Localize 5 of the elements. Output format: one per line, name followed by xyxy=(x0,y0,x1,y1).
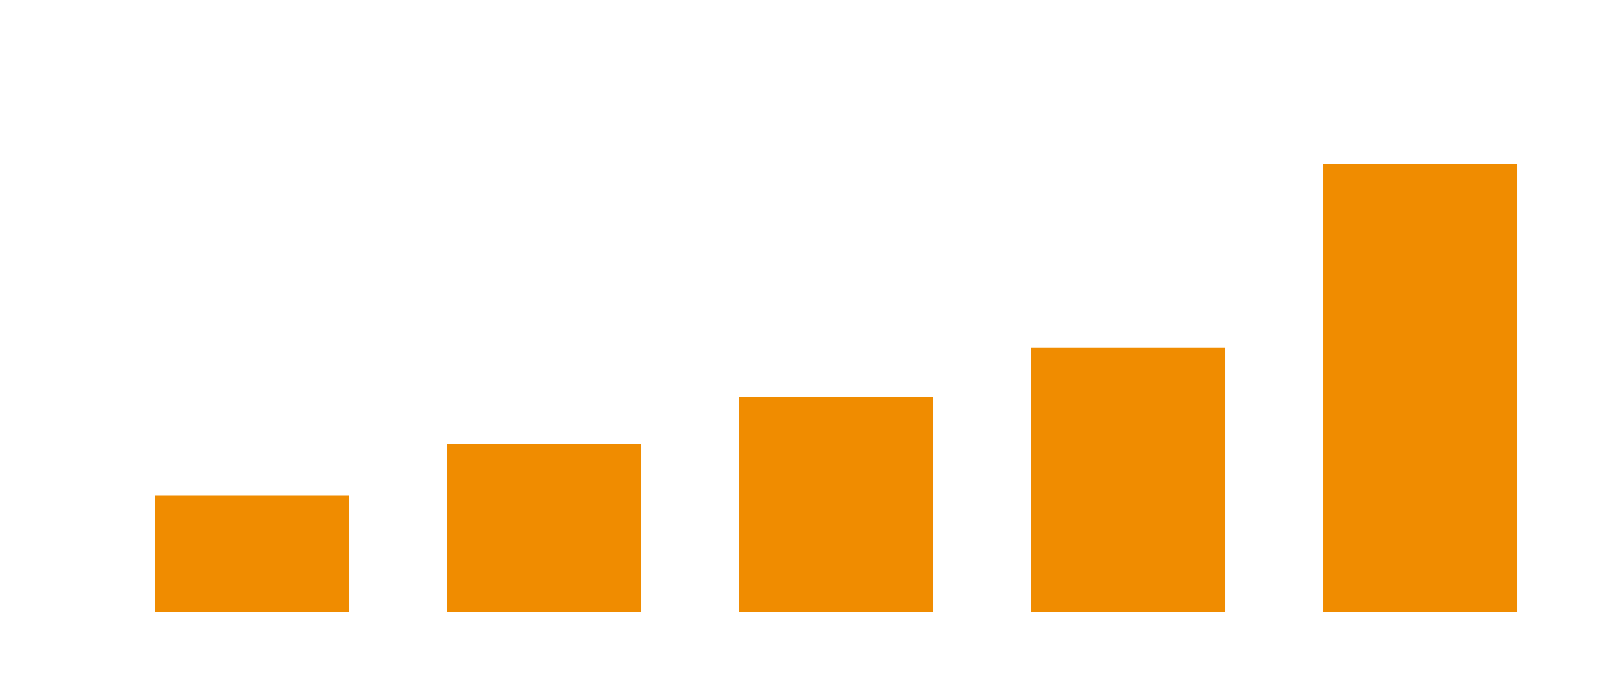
bar xyxy=(447,444,642,612)
bar xyxy=(1031,347,1226,612)
bar xyxy=(1323,163,1518,612)
bar xyxy=(739,396,934,612)
bar xyxy=(155,495,350,612)
